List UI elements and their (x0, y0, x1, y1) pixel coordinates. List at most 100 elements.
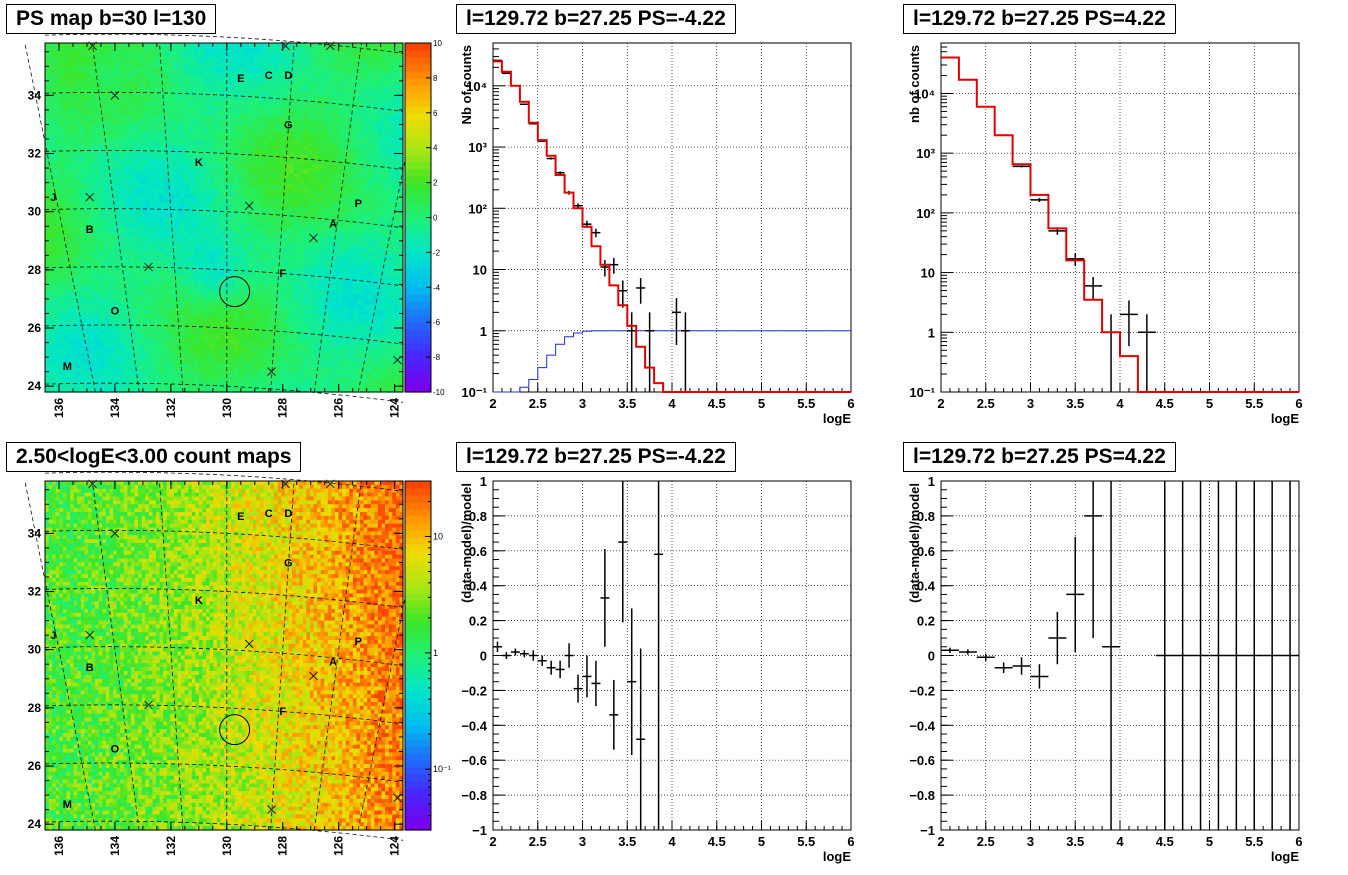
heatmap-cell (154, 213, 160, 218)
heatmap-cell (135, 184, 141, 189)
heatmap-cell (254, 87, 260, 92)
heatmap-cell (189, 290, 195, 295)
heatmap-cell (383, 184, 389, 189)
heatmap-cell (378, 169, 384, 174)
heatmap-cell (70, 334, 76, 339)
heatmap-cell (90, 62, 96, 67)
heatmap-cell (338, 154, 344, 159)
heatmap-cell (184, 58, 190, 63)
heatmap-cell (75, 145, 81, 150)
heatmap-cell (239, 295, 245, 300)
heatmap-cell (378, 53, 384, 58)
heatmap-cell (105, 82, 111, 87)
heatmap-cell (219, 135, 225, 140)
heatmap-cell (363, 91, 369, 96)
heatmap-cell (164, 87, 170, 92)
heatmap-cell (194, 198, 200, 203)
heatmap-cell (343, 251, 349, 256)
heatmap-cell (269, 251, 275, 256)
heatmap-cell (239, 334, 245, 339)
heatmap-cell (95, 174, 101, 179)
heatmap-cell (164, 72, 170, 77)
heatmap-cell (85, 261, 91, 266)
heatmap-cell (204, 213, 210, 218)
heatmap-cell (60, 314, 66, 319)
heatmap-cell (353, 329, 359, 334)
heatmap-cell (348, 363, 354, 368)
heatmap-cell (159, 218, 165, 223)
heatmap-cell (85, 377, 91, 382)
heatmap-cell (65, 222, 71, 227)
heatmap-cell (179, 305, 185, 310)
heatmap-cell (199, 218, 205, 223)
heatmap-cell (338, 319, 344, 324)
heatmap-cell (353, 154, 359, 159)
heatmap-cell (299, 169, 305, 174)
heatmap-cell (229, 43, 235, 48)
heatmap-cell (323, 300, 329, 305)
heatmap-cell (174, 353, 180, 358)
heatmap-cell (393, 150, 399, 155)
heatmap-cell (239, 285, 245, 290)
heatmap-cell (70, 247, 76, 252)
heatmap-cell (309, 106, 315, 111)
heatmap-cell (388, 188, 394, 193)
heatmap-cell (323, 116, 329, 121)
heatmap-cell (373, 159, 379, 164)
heatmap-cell (60, 300, 66, 305)
heatmap-cell (294, 184, 300, 189)
heatmap-cell (348, 232, 354, 237)
heatmap-cell (154, 150, 160, 155)
heatmap-cell (45, 77, 51, 82)
heatmap-cell (363, 261, 369, 266)
heatmap-cell (135, 314, 141, 319)
heatmap-cell (75, 373, 81, 378)
heatmap-cell (314, 87, 320, 92)
heatmap-cell (169, 159, 175, 164)
heatmap-cell (348, 140, 354, 145)
heatmap-cell (90, 121, 96, 126)
heatmap-cell (244, 334, 250, 339)
heatmap-cell (259, 305, 265, 310)
heatmap-cell (279, 237, 285, 242)
heatmap-cell (309, 358, 315, 363)
heatmap-cell (50, 87, 56, 92)
heatmap-cell (393, 67, 399, 72)
heatmap-cell (264, 179, 270, 184)
ps-heatmap-cells (45, 43, 404, 393)
heatmap-cell (318, 164, 324, 169)
heatmap-cell (214, 72, 220, 77)
heatmap-cell (259, 101, 265, 106)
heatmap-cell (70, 106, 76, 111)
heatmap-cell (125, 295, 131, 300)
heatmap-cell (314, 339, 320, 344)
heatmap-cell (154, 339, 160, 344)
heatmap-cell (95, 247, 101, 252)
heatmap-cell (244, 373, 250, 378)
heatmap-cell (254, 242, 260, 247)
heatmap-cell (333, 339, 339, 344)
heatmap-cell (269, 111, 275, 116)
heatmap-cell (95, 198, 101, 203)
heatmap-cell (368, 276, 374, 281)
heatmap-cell (50, 184, 56, 189)
heatmap-cell (189, 48, 195, 53)
heatmap-cell (125, 77, 131, 82)
heatmap-cell (264, 285, 270, 290)
heatmap-cell (65, 237, 71, 242)
heatmap-cell (159, 358, 165, 363)
heatmap-cell (299, 135, 305, 140)
heatmap-cell (90, 140, 96, 145)
heatmap-cell (144, 300, 150, 305)
heatmap-cell (229, 96, 235, 101)
heatmap-cell (75, 159, 81, 164)
heatmap-cell (179, 203, 185, 208)
heatmap-cell (274, 222, 280, 227)
heatmap-cell (144, 290, 150, 295)
heatmap-cell (249, 188, 255, 193)
heatmap-cell (289, 193, 295, 198)
heatmap-cell (135, 174, 141, 179)
heatmap-cell (110, 159, 116, 164)
heatmap-cell (259, 237, 265, 242)
heatmap-cell (120, 135, 126, 140)
